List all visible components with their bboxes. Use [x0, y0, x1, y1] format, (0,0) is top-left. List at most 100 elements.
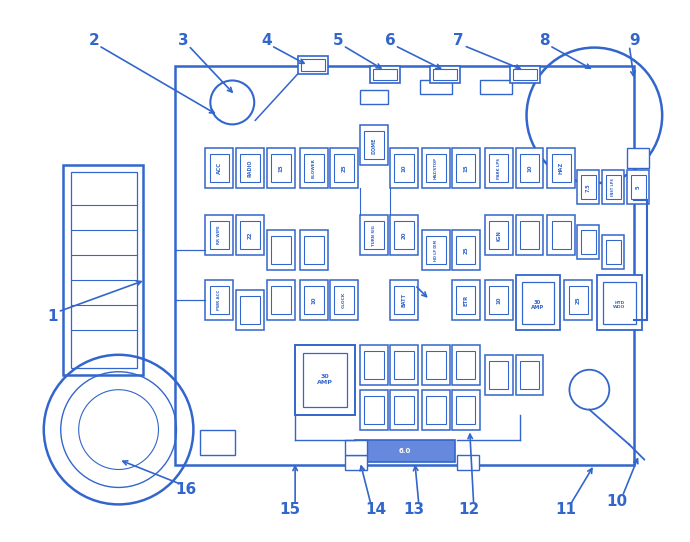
Bar — [569, 286, 588, 314]
Bar — [334, 286, 354, 314]
Bar — [581, 176, 596, 199]
Text: 15: 15 — [279, 502, 301, 517]
Text: 4: 4 — [261, 33, 271, 48]
Text: 12: 12 — [458, 502, 480, 517]
Bar — [513, 68, 537, 81]
Bar — [267, 149, 295, 188]
Bar — [236, 215, 264, 255]
Bar — [345, 455, 367, 470]
Bar — [426, 351, 446, 379]
Bar — [547, 215, 575, 255]
Bar — [510, 66, 540, 83]
Bar — [426, 154, 446, 182]
Text: 25: 25 — [463, 246, 469, 254]
Text: RADIO: RADIO — [248, 159, 253, 177]
Text: 15: 15 — [279, 164, 284, 172]
Bar — [236, 149, 264, 188]
Text: HAZ/STOP: HAZ/STOP — [434, 157, 437, 179]
Bar — [426, 236, 446, 264]
Bar — [606, 176, 621, 199]
Bar — [547, 149, 575, 188]
Bar — [304, 154, 324, 182]
Bar — [241, 221, 260, 249]
Bar — [602, 170, 624, 204]
Bar — [330, 280, 358, 320]
Bar — [578, 170, 600, 204]
Text: 7.5: 7.5 — [586, 183, 591, 191]
Bar — [175, 66, 634, 464]
Bar — [552, 221, 571, 249]
Bar — [364, 351, 384, 379]
Bar — [456, 236, 475, 264]
Bar — [480, 81, 511, 94]
Text: DOME: DOME — [371, 137, 377, 153]
Bar — [236, 290, 264, 330]
Bar — [394, 396, 413, 424]
Text: 13: 13 — [403, 502, 424, 517]
Text: CLOCK: CLOCK — [342, 292, 346, 308]
Bar — [489, 154, 509, 182]
Bar — [422, 345, 450, 385]
Text: 10: 10 — [496, 296, 501, 304]
Bar — [522, 282, 555, 324]
Bar — [210, 154, 229, 182]
Text: HTD
WDO: HTD WDO — [613, 301, 625, 309]
Text: BLOWER: BLOWER — [312, 158, 316, 178]
Bar — [515, 149, 544, 188]
Bar — [364, 131, 384, 159]
Bar — [520, 361, 540, 389]
Text: 25: 25 — [576, 296, 581, 304]
Bar — [564, 280, 592, 320]
Bar — [489, 286, 509, 314]
Bar — [603, 282, 636, 324]
Text: 22: 22 — [248, 231, 253, 239]
Text: 30
AMP: 30 AMP — [531, 300, 544, 311]
Bar — [606, 240, 621, 264]
Text: 25: 25 — [342, 164, 346, 172]
Bar — [295, 345, 355, 415]
Bar — [420, 81, 452, 94]
Bar — [394, 286, 413, 314]
Bar — [300, 280, 328, 320]
Bar — [364, 221, 384, 249]
Bar — [457, 455, 479, 470]
Bar — [210, 221, 229, 249]
Bar — [360, 91, 388, 105]
Bar — [206, 215, 233, 255]
Bar — [370, 66, 400, 83]
Bar — [267, 280, 295, 320]
Bar — [520, 221, 540, 249]
Text: HD LP DIM: HD LP DIM — [434, 240, 437, 261]
Bar — [390, 280, 418, 320]
Text: INST LPS: INST LPS — [611, 178, 615, 196]
Bar — [484, 215, 513, 255]
Bar — [552, 154, 571, 182]
Bar — [210, 286, 229, 314]
Bar — [631, 176, 646, 199]
Bar — [394, 154, 413, 182]
Text: 1: 1 — [48, 309, 58, 324]
Text: 16: 16 — [176, 482, 197, 497]
Bar — [484, 149, 513, 188]
Bar — [70, 172, 137, 368]
Bar — [515, 215, 544, 255]
Bar — [206, 149, 233, 188]
Bar — [303, 353, 347, 406]
Bar — [241, 296, 260, 324]
Text: 30
AMP: 30 AMP — [317, 375, 333, 385]
Bar — [422, 149, 450, 188]
Bar — [430, 66, 460, 83]
Text: 5: 5 — [635, 185, 641, 189]
Text: PARK LPS: PARK LPS — [497, 158, 501, 179]
Text: 8: 8 — [539, 33, 550, 48]
Bar — [267, 230, 295, 270]
Bar — [360, 390, 388, 430]
Bar — [271, 154, 291, 182]
Bar — [345, 440, 367, 455]
Bar — [627, 149, 649, 168]
Bar — [271, 236, 291, 264]
Text: 15: 15 — [463, 164, 469, 172]
Text: 20: 20 — [402, 231, 406, 239]
Bar — [364, 396, 384, 424]
Bar — [390, 215, 418, 255]
